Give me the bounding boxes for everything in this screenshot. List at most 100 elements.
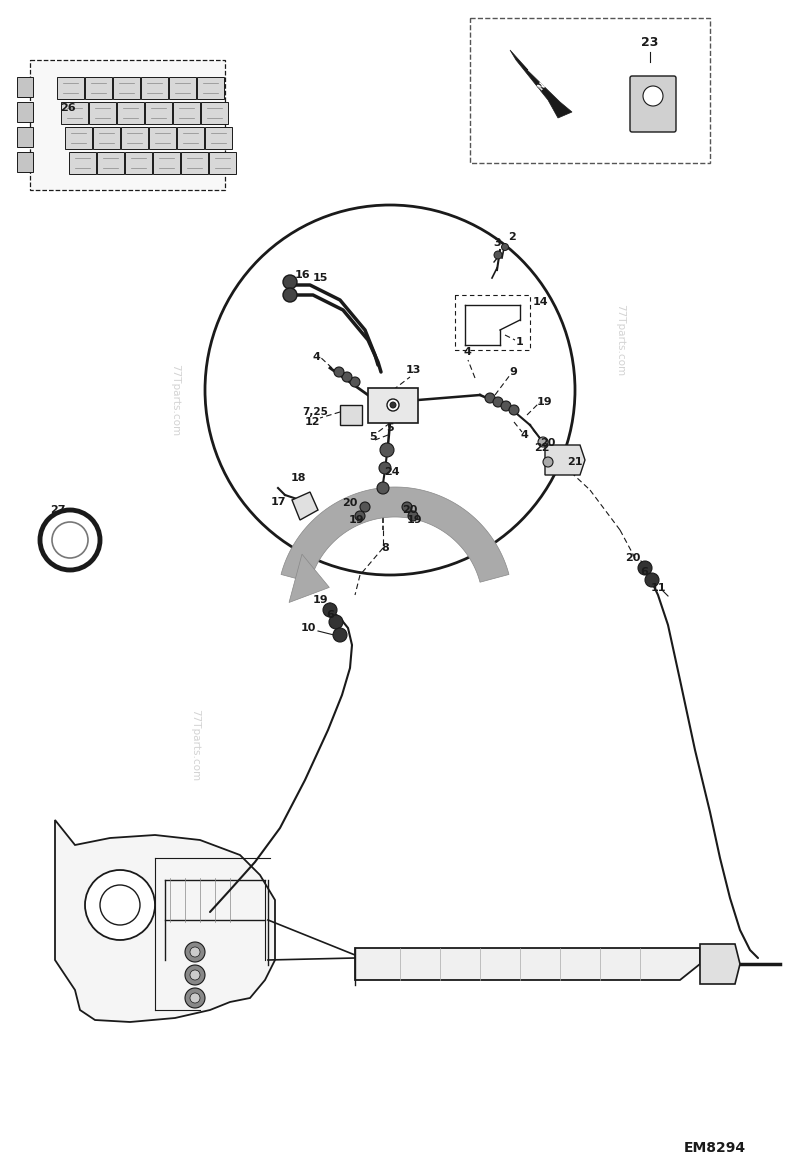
Text: 77Tparts.com: 77Tparts.com bbox=[190, 709, 200, 781]
Circle shape bbox=[543, 457, 553, 466]
Text: 20: 20 bbox=[540, 438, 556, 448]
Circle shape bbox=[342, 372, 352, 382]
FancyBboxPatch shape bbox=[65, 127, 92, 149]
Text: 22: 22 bbox=[534, 443, 550, 454]
Circle shape bbox=[402, 502, 412, 512]
Text: 3: 3 bbox=[493, 238, 501, 248]
Text: 12: 12 bbox=[304, 417, 320, 427]
Text: 2: 2 bbox=[508, 232, 516, 241]
Text: 14: 14 bbox=[532, 297, 548, 307]
Circle shape bbox=[502, 244, 509, 251]
Polygon shape bbox=[55, 820, 275, 1022]
FancyBboxPatch shape bbox=[141, 77, 168, 98]
FancyBboxPatch shape bbox=[470, 18, 710, 163]
FancyBboxPatch shape bbox=[113, 77, 140, 98]
FancyBboxPatch shape bbox=[30, 60, 225, 190]
FancyBboxPatch shape bbox=[197, 77, 224, 98]
Circle shape bbox=[645, 573, 659, 587]
FancyBboxPatch shape bbox=[121, 127, 148, 149]
Text: 24: 24 bbox=[384, 466, 400, 477]
Text: 27: 27 bbox=[50, 505, 66, 515]
Circle shape bbox=[40, 510, 100, 570]
Circle shape bbox=[185, 965, 205, 984]
Text: 23: 23 bbox=[642, 35, 658, 48]
Text: 4: 4 bbox=[312, 352, 320, 362]
Text: 16: 16 bbox=[294, 270, 310, 280]
Text: 4: 4 bbox=[463, 347, 471, 357]
FancyBboxPatch shape bbox=[145, 102, 172, 124]
Circle shape bbox=[329, 615, 343, 629]
Text: 1: 1 bbox=[516, 338, 524, 347]
Text: 6: 6 bbox=[326, 609, 334, 620]
Text: 15: 15 bbox=[312, 273, 328, 282]
FancyBboxPatch shape bbox=[93, 127, 120, 149]
FancyBboxPatch shape bbox=[153, 152, 180, 173]
Circle shape bbox=[190, 970, 200, 980]
Text: 77Tparts.com: 77Tparts.com bbox=[615, 304, 625, 376]
Circle shape bbox=[283, 288, 297, 302]
Polygon shape bbox=[292, 492, 318, 520]
FancyBboxPatch shape bbox=[177, 127, 204, 149]
Circle shape bbox=[501, 401, 511, 411]
Text: 5: 5 bbox=[369, 432, 377, 442]
Text: 11: 11 bbox=[650, 582, 666, 593]
Circle shape bbox=[638, 561, 652, 575]
Text: 4: 4 bbox=[520, 430, 528, 440]
Circle shape bbox=[538, 437, 548, 447]
Circle shape bbox=[355, 511, 365, 522]
Text: 10: 10 bbox=[300, 624, 316, 633]
Text: 21: 21 bbox=[567, 457, 582, 466]
Text: 20: 20 bbox=[626, 553, 641, 563]
FancyBboxPatch shape bbox=[17, 77, 33, 97]
FancyBboxPatch shape bbox=[85, 77, 112, 98]
Text: EM8294: EM8294 bbox=[684, 1142, 746, 1154]
Polygon shape bbox=[355, 948, 700, 980]
Circle shape bbox=[380, 443, 394, 457]
Circle shape bbox=[408, 511, 418, 522]
Circle shape bbox=[185, 988, 205, 1008]
Circle shape bbox=[509, 406, 519, 415]
Text: FRONT: FRONT bbox=[525, 76, 551, 104]
FancyBboxPatch shape bbox=[89, 102, 116, 124]
FancyBboxPatch shape bbox=[149, 127, 176, 149]
Circle shape bbox=[190, 947, 200, 958]
FancyBboxPatch shape bbox=[17, 152, 33, 172]
Circle shape bbox=[52, 522, 88, 558]
Text: 13: 13 bbox=[406, 364, 421, 375]
Text: 19: 19 bbox=[312, 595, 328, 605]
Text: 19: 19 bbox=[537, 397, 553, 407]
Text: 7,25: 7,25 bbox=[302, 407, 328, 417]
Circle shape bbox=[350, 377, 360, 387]
Polygon shape bbox=[510, 50, 572, 118]
Polygon shape bbox=[700, 943, 740, 984]
Circle shape bbox=[185, 942, 205, 962]
Circle shape bbox=[323, 604, 337, 616]
Text: 8: 8 bbox=[381, 543, 389, 553]
FancyBboxPatch shape bbox=[117, 102, 144, 124]
Text: 9: 9 bbox=[509, 367, 517, 377]
Circle shape bbox=[643, 86, 663, 105]
FancyBboxPatch shape bbox=[125, 152, 152, 173]
Text: 19: 19 bbox=[407, 515, 423, 525]
Polygon shape bbox=[545, 445, 585, 475]
Text: 20: 20 bbox=[342, 498, 358, 507]
FancyBboxPatch shape bbox=[209, 152, 236, 173]
Circle shape bbox=[493, 397, 503, 407]
Polygon shape bbox=[289, 554, 330, 602]
FancyBboxPatch shape bbox=[69, 152, 96, 173]
FancyBboxPatch shape bbox=[169, 77, 196, 98]
Circle shape bbox=[485, 393, 495, 403]
Polygon shape bbox=[281, 488, 509, 582]
Circle shape bbox=[360, 502, 370, 512]
FancyBboxPatch shape bbox=[205, 127, 232, 149]
FancyBboxPatch shape bbox=[17, 102, 33, 122]
Circle shape bbox=[333, 628, 347, 642]
Circle shape bbox=[390, 402, 396, 408]
Text: 17: 17 bbox=[270, 497, 286, 507]
Circle shape bbox=[205, 205, 575, 575]
Circle shape bbox=[379, 462, 391, 473]
FancyBboxPatch shape bbox=[173, 102, 200, 124]
Circle shape bbox=[494, 251, 502, 259]
Text: 20: 20 bbox=[402, 505, 418, 515]
Circle shape bbox=[387, 398, 399, 411]
